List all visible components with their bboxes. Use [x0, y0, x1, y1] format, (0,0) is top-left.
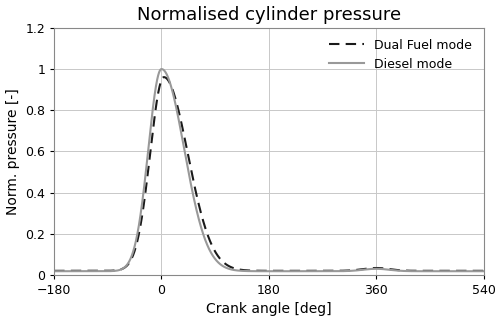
Dual Fuel mode: [370, 266, 376, 270]
Line: Dual Fuel mode: Dual Fuel mode: [54, 77, 483, 271]
Line: Diesel mode: Diesel mode: [54, 69, 483, 271]
Diesel mode: [480, 269, 486, 273]
Dual Fuel mode: [161, 75, 167, 79]
Dual Fuel mode: [480, 269, 486, 273]
Title: Normalised cylinder pressure: Normalised cylinder pressure: [137, 5, 401, 24]
Diesel mode: [51, 269, 57, 273]
Diesel mode: [206, 248, 212, 252]
Diesel mode: [158, 67, 164, 71]
Diesel mode: [305, 269, 311, 273]
Dual Fuel mode: [305, 269, 311, 273]
Y-axis label: Norm. pressure [-]: Norm. pressure [-]: [6, 88, 20, 215]
Diesel mode: [324, 269, 330, 273]
Diesel mode: [392, 269, 398, 272]
Dual Fuel mode: [392, 268, 398, 272]
Diesel mode: [370, 267, 376, 271]
Dual Fuel mode: [73, 269, 79, 273]
X-axis label: Crank angle [deg]: Crank angle [deg]: [206, 302, 332, 317]
Dual Fuel mode: [480, 269, 486, 273]
Dual Fuel mode: [206, 238, 212, 242]
Diesel mode: [480, 269, 486, 273]
Diesel mode: [73, 269, 79, 273]
Dual Fuel mode: [324, 269, 330, 273]
Dual Fuel mode: [51, 269, 57, 273]
Legend: Dual Fuel mode, Diesel mode: Dual Fuel mode, Diesel mode: [324, 34, 477, 76]
